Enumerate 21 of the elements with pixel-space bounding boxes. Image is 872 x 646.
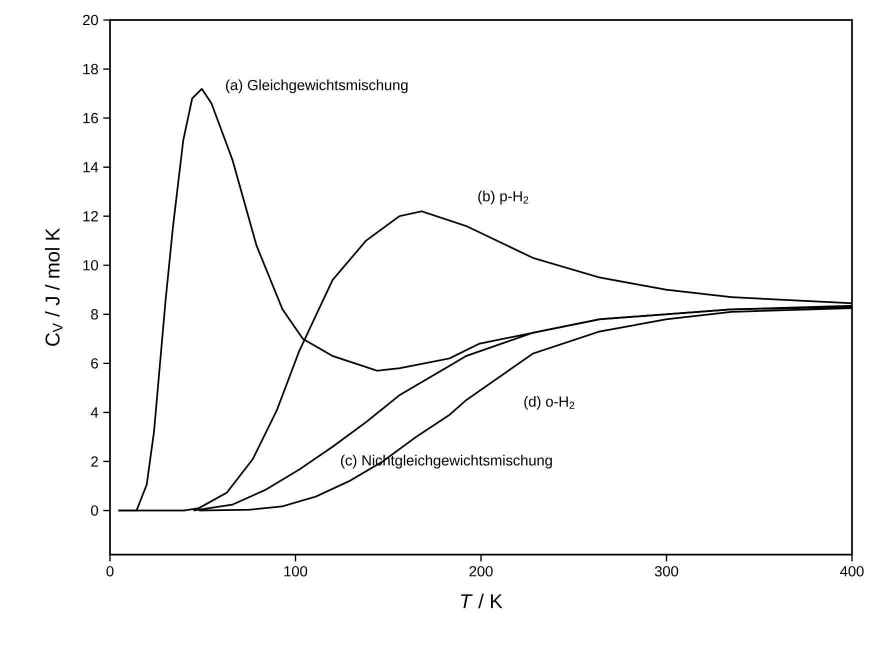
y-tick-label: 2 xyxy=(91,456,98,467)
y-tick-label: 8 xyxy=(91,309,98,320)
y-tick-label: 14 xyxy=(83,162,98,172)
y-tick-label: 0 xyxy=(91,506,98,516)
y-tick-label: 16 xyxy=(83,113,98,124)
x-tick-label: 100 xyxy=(284,566,308,577)
y-tick-label: 20 xyxy=(83,14,98,26)
annotation: (a) Gleichgewichtsmischung xyxy=(226,80,408,94)
annotation: (d) o-H$_{2}$ xyxy=(524,396,574,410)
y-tick-label: 18 xyxy=(83,64,98,74)
x-tick-label: 0 xyxy=(106,566,114,577)
x-axis-title: T / K xyxy=(461,594,502,608)
x-tick-label: 300 xyxy=(654,566,678,577)
y-tick-label: 6 xyxy=(91,358,98,369)
y-tick-label: 10 xyxy=(83,260,98,271)
y-axis-title: C$_{V}$ / J / mol K xyxy=(44,228,62,346)
annotation: (b) p-H$_{2}$ xyxy=(478,190,528,204)
x-tick-label: 200 xyxy=(470,566,493,577)
y-tick-label: 4 xyxy=(90,408,98,418)
x-tick-label: 400 xyxy=(840,566,864,577)
y-tick-label: 12 xyxy=(83,211,98,222)
